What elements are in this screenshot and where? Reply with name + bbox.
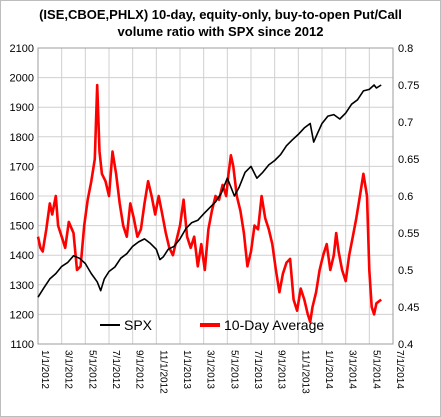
left-tick-label: 1300 [10, 280, 34, 292]
chart-title-line-2: volume ratio with SPX since 2012 [117, 24, 324, 39]
x-axis-ticks: 1/1/2012 3/1/2012 5/1/2012 7/1/2012 9/1/2012… [39, 350, 405, 394]
right-tick-label: 0.7 [398, 117, 413, 129]
right-tick-label: 0.55 [398, 228, 419, 240]
grid-lines [37, 47, 394, 345]
x-tick-label: 3/1/2013 [205, 350, 216, 389]
left-tick-label: 1900 [10, 102, 34, 114]
spx-series-line [37, 84, 382, 298]
x-tick-label: 11/1/2013 [299, 350, 310, 394]
left-axis-ticks: 1100 1200 1300 1400 1500 1600 1700 1800 1900 2000… [10, 43, 34, 351]
legend: SPX 10-Day Average [100, 317, 324, 333]
x-tick-label: 7/1/2013 [252, 350, 263, 389]
right-tick-label: 0.6 [398, 191, 413, 203]
x-tick-label: 9/1/2012 [134, 350, 145, 389]
right-tick-label: 0.65 [398, 154, 419, 166]
left-tick-label: 1600 [10, 191, 34, 203]
left-tick-label: 1700 [10, 161, 34, 173]
x-tick-label: 1/1/2013 [181, 350, 192, 389]
x-tick-label: 9/1/2013 [276, 350, 287, 389]
series-layer [36, 83, 382, 324]
left-tick-label: 1400 [10, 250, 34, 262]
left-tick-label: 2100 [10, 43, 34, 55]
x-tick-label: 7/1/2014 [394, 350, 405, 389]
x-tick-label: 1/1/2012 [39, 350, 50, 389]
legend-entry-10-day-average-label: 10-Day Average [224, 317, 324, 333]
left-tick-label: 2000 [10, 73, 34, 85]
chart-title-line-1: (ISE,CBOE,PHLX) 10-day, equity-only, buy… [39, 7, 402, 22]
x-tick-label: 5/1/2012 [86, 350, 97, 389]
plot-area-border [37, 47, 394, 345]
ten-day-average-series-line [36, 83, 382, 324]
left-tick-label: 1200 [10, 309, 34, 321]
right-axis-ticks: 0.4 0.45 0.5 0.55 0.6 0.65 0.7 0.75 0.8 [398, 43, 419, 351]
right-tick-label: 0.45 [398, 302, 419, 314]
right-tick-label: 0.75 [398, 80, 419, 92]
x-tick-label: 11/1/2012 [157, 350, 168, 394]
x-tick-label: 3/1/2014 [347, 350, 358, 389]
right-tick-label: 0.4 [398, 339, 413, 351]
right-tick-label: 0.5 [398, 265, 413, 277]
legend-entry-spx-label: SPX [124, 317, 153, 333]
left-tick-label: 1800 [10, 132, 34, 144]
left-tick-label: 1500 [10, 221, 34, 233]
x-tick-label: 5/1/2014 [370, 350, 381, 389]
x-tick-label: 1/1/2014 [323, 350, 334, 389]
left-tick-label: 1100 [10, 339, 34, 351]
x-tick-label: 5/1/2013 [228, 350, 239, 389]
right-tick-label: 0.8 [398, 43, 413, 55]
chart-title: (ISE,CBOE,PHLX) 10-day, equity-only, buy… [0, 6, 441, 40]
x-tick-label: 3/1/2012 [63, 350, 74, 389]
x-tick-label: 7/1/2012 [110, 350, 121, 389]
